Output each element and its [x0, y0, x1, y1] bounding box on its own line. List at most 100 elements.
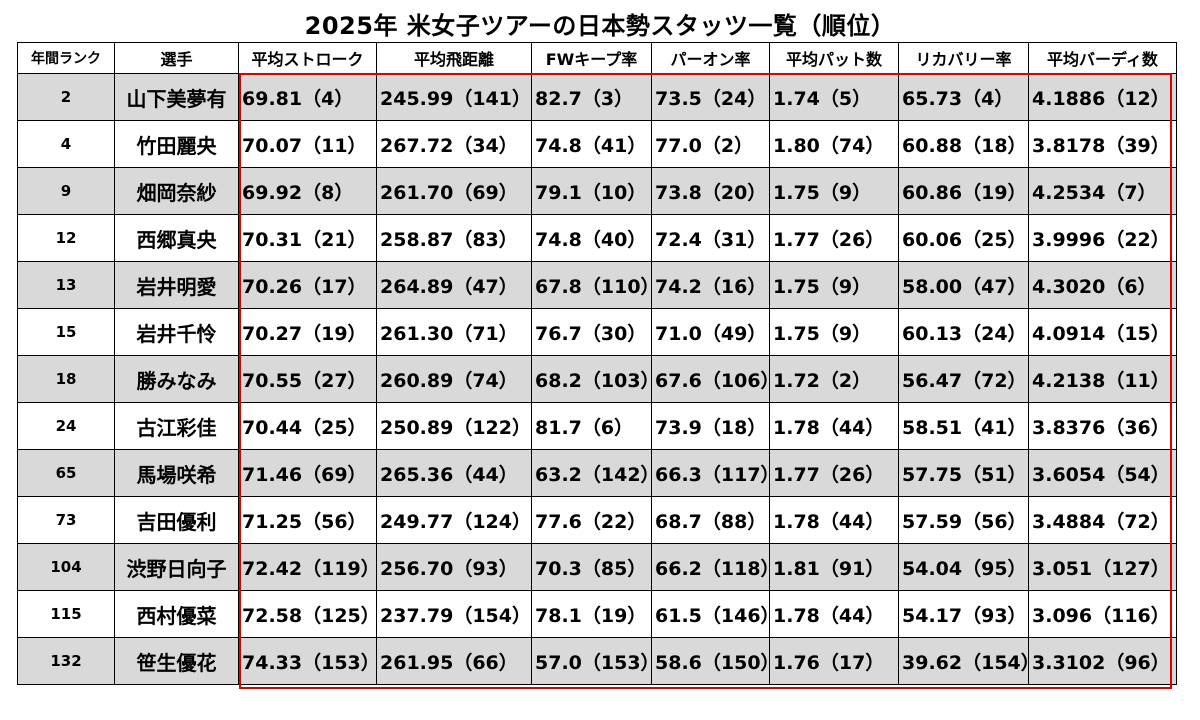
recovery-cell: 57.75（51） [898, 449, 1029, 497]
fw-keep-cell: 81.7（6） [531, 402, 652, 450]
avg-stroke-cell: 71.25（56） [238, 496, 377, 544]
avg-distance-cell: 265.36（44） [376, 449, 532, 497]
table-body: 2 山下美夢有 69.81（4） 245.99（141） 82.7（3） 73.5（24）… [17, 73, 1177, 685]
table-row: 18 勝みなみ 70.55（27） 260.89（74） 68.2（103） 67.6（1… [17, 355, 1177, 403]
player-cell: 笹生優花 [114, 637, 239, 685]
fw-keep-cell: 70.3（85） [531, 543, 652, 591]
rank-cell: 18 [17, 355, 115, 403]
player-cell: 古江彩佳 [114, 402, 239, 450]
player-cell: 竹田麗央 [114, 120, 239, 168]
rank-cell: 65 [17, 449, 115, 497]
avg-stroke-cell: 70.31（21） [238, 214, 377, 262]
player-cell: 吉田優利 [114, 496, 239, 544]
avg-birdies-cell: 3.4884（72） [1028, 496, 1177, 544]
avg-stroke-cell: 72.58（125） [238, 590, 377, 638]
recovery-cell: 56.47（72） [898, 355, 1029, 403]
player-cell: 西郷真央 [114, 214, 239, 262]
recovery-cell: 65.73（4） [898, 73, 1029, 121]
rank-cell: 12 [17, 214, 115, 262]
header-row: 年間ランク 選手 平均ストローク 平均飛距離 FWキープ率 パーオン率 平均パッ… [17, 42, 1177, 74]
player-cell: 渋野日向子 [114, 543, 239, 591]
avg-birdies-cell: 4.3020（6） [1028, 261, 1177, 309]
fw-keep-cell: 82.7（3） [531, 73, 652, 121]
avg-distance-cell: 258.87（83） [376, 214, 532, 262]
header-avg-distance: 平均飛距離 [376, 42, 532, 74]
recovery-cell: 58.00（47） [898, 261, 1029, 309]
avg-distance-cell: 261.30（71） [376, 308, 532, 356]
rank-cell: 115 [17, 590, 115, 638]
avg-putts-cell: 1.76（17） [769, 637, 899, 685]
par-on-cell: 77.0（2） [651, 120, 770, 168]
avg-stroke-cell: 69.81（4） [238, 73, 377, 121]
avg-stroke-cell: 74.33（153） [238, 637, 377, 685]
avg-distance-cell: 261.95（66） [376, 637, 532, 685]
header-annual-rank: 年間ランク [17, 42, 115, 74]
header-par-on: パーオン率 [651, 42, 770, 74]
player-cell: 西村優菜 [114, 590, 239, 638]
fw-keep-cell: 74.8（40） [531, 214, 652, 262]
recovery-cell: 54.17（93） [898, 590, 1029, 638]
avg-birdies-cell: 4.1886（12） [1028, 73, 1177, 121]
avg-stroke-cell: 71.46（69） [238, 449, 377, 497]
avg-stroke-cell: 70.44（25） [238, 402, 377, 450]
rank-cell: 73 [17, 496, 115, 544]
avg-putts-cell: 1.74（5） [769, 73, 899, 121]
recovery-cell: 54.04（95） [898, 543, 1029, 591]
header-player: 選手 [114, 42, 239, 74]
avg-birdies-cell: 3.6054（54） [1028, 449, 1177, 497]
par-on-cell: 74.2（16） [651, 261, 770, 309]
avg-stroke-cell: 70.55（27） [238, 355, 377, 403]
avg-birdies-cell: 3.8178（39） [1028, 120, 1177, 168]
recovery-cell: 57.59（56） [898, 496, 1029, 544]
avg-putts-cell: 1.77（26） [769, 214, 899, 262]
table-row: 104 渋野日向子 72.42（119） 256.70（93） 70.3（85） 66.2… [17, 543, 1177, 591]
avg-stroke-cell: 70.26（17） [238, 261, 377, 309]
recovery-cell: 58.51（41） [898, 402, 1029, 450]
player-cell: 馬場咲希 [114, 449, 239, 497]
par-on-cell: 73.5（24） [651, 73, 770, 121]
header-avg-putts: 平均パット数 [769, 42, 899, 74]
page-title: 2025年 米女子ツアーの日本勢スタッツ一覧（順位） [304, 12, 896, 40]
player-cell: 勝みなみ [114, 355, 239, 403]
player-cell: 畑岡奈紗 [114, 167, 239, 215]
avg-putts-cell: 1.78（44） [769, 496, 899, 544]
avg-birdies-cell: 3.9996（22） [1028, 214, 1177, 262]
table-row: 2 山下美夢有 69.81（4） 245.99（141） 82.7（3） 73.5（24）… [17, 73, 1177, 121]
rank-cell: 9 [17, 167, 115, 215]
avg-stroke-cell: 70.27（19） [238, 308, 377, 356]
par-on-cell: 67.6（106） [651, 355, 770, 403]
avg-distance-cell: 249.77（124） [376, 496, 532, 544]
par-on-cell: 66.2（118） [651, 543, 770, 591]
avg-putts-cell: 1.75（9） [769, 261, 899, 309]
par-on-cell: 71.0（49） [651, 308, 770, 356]
avg-putts-cell: 1.77（26） [769, 449, 899, 497]
avg-putts-cell: 1.75（9） [769, 167, 899, 215]
table-row: 13 岩井明愛 70.26（17） 264.89（47） 67.8（110） 74.2（1… [17, 261, 1177, 309]
avg-distance-cell: 237.79（154） [376, 590, 532, 638]
par-on-cell: 73.8（20） [651, 167, 770, 215]
rank-cell: 2 [17, 73, 115, 121]
fw-keep-cell: 77.6（22） [531, 496, 652, 544]
par-on-cell: 66.3（117） [651, 449, 770, 497]
header-fw-keep: FWキープ率 [531, 42, 652, 74]
table-row: 115 西村優菜 72.58（125） 237.79（154） 78.1（19） 61.5… [17, 590, 1177, 638]
fw-keep-cell: 79.1（10） [531, 167, 652, 215]
player-cell: 山下美夢有 [114, 73, 239, 121]
rank-cell: 13 [17, 261, 115, 309]
table-row: 9 畑岡奈紗 69.92（8） 261.70（69） 79.1（10） 73.8（20） 1… [17, 167, 1177, 215]
avg-putts-cell: 1.78（44） [769, 402, 899, 450]
recovery-cell: 60.06（25） [898, 214, 1029, 262]
player-cell: 岩井明愛 [114, 261, 239, 309]
avg-putts-cell: 1.78（44） [769, 590, 899, 638]
avg-distance-cell: 250.89（122） [376, 402, 532, 450]
avg-putts-cell: 1.72（2） [769, 355, 899, 403]
avg-birdies-cell: 4.2138（11） [1028, 355, 1177, 403]
recovery-cell: 60.13（24） [898, 308, 1029, 356]
fw-keep-cell: 78.1（19） [531, 590, 652, 638]
recovery-cell: 39.62（154） [898, 637, 1029, 685]
par-on-cell: 73.9（18） [651, 402, 770, 450]
avg-birdies-cell: 4.2534（7） [1028, 167, 1177, 215]
avg-birdies-cell: 4.0914（15） [1028, 308, 1177, 356]
avg-distance-cell: 261.70（69） [376, 167, 532, 215]
avg-birdies-cell: 3.8376（36） [1028, 402, 1177, 450]
